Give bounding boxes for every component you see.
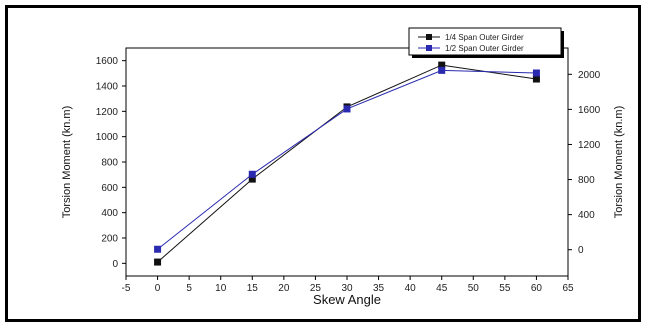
y-right-tick-label: 1600	[578, 105, 601, 116]
plot-area: -5 0 5 10 15 20 25 30 35 40 45 50 55 60 65 0 200 400 600 80…	[96, 47, 601, 294]
y-left-tick-label: 200	[101, 234, 118, 245]
y-axis-right-title: Torsion Moment (kn.m)	[613, 106, 625, 218]
data-point-series-2	[532, 69, 540, 77]
x-tick-label: 40	[405, 283, 417, 294]
y-left-tick-label: 1400	[96, 82, 119, 93]
figure-frame: -5 0 5 10 15 20 25 30 35 40 45 50 55 60 65 0 200 400 600 80…	[5, 5, 641, 322]
x-tick-label: 35	[373, 283, 385, 294]
y-left-tick-label: 800	[101, 158, 118, 169]
data-point-series-1	[248, 175, 256, 183]
y-left-tick-label: 1000	[96, 132, 119, 143]
x-tick-label: 5	[186, 283, 192, 294]
data-point-series-2	[438, 66, 446, 74]
series-line-1	[157, 64, 537, 263]
x-tick-label: 10	[215, 283, 227, 294]
legend-marker-series-2	[426, 45, 432, 51]
legend-shadow-bottom	[412, 55, 564, 58]
x-tick-label: 45	[436, 283, 448, 294]
x-tick-label: 20	[278, 283, 290, 294]
x-tick-label: 25	[310, 283, 322, 294]
x-tick-label: -5	[122, 283, 131, 294]
x-tick-label: 50	[468, 283, 480, 294]
data-point-series-1	[532, 75, 540, 83]
y-right-tick-label: 1200	[578, 140, 601, 151]
x-axis-title: Skew Angle	[313, 292, 381, 307]
y-right-tick-label: 800	[578, 175, 595, 186]
series-line-2	[157, 69, 537, 250]
torsion-chart: -5 0 5 10 15 20 25 30 35 40 45 50 55 60 65 0 200 400 600 80…	[61, 27, 625, 307]
x-tick-label: 60	[531, 283, 543, 294]
x-tick-label: 30	[341, 283, 353, 294]
x-tick-label: 65	[562, 283, 574, 294]
y-axis-left-title: Torsion Moment (kn.m)	[61, 106, 73, 218]
y-right-tick-label: 2000	[578, 70, 601, 81]
legend-marker-series-1	[426, 34, 432, 40]
plot-frame	[125, 47, 569, 277]
data-point-series-2	[248, 170, 256, 178]
legend-box	[408, 27, 562, 56]
data-point-series-1	[154, 258, 162, 266]
y-left-tick-label: 400	[101, 208, 118, 219]
legend-shadow	[561, 31, 564, 58]
x-tick-label: 15	[247, 283, 259, 294]
y-left-tick-label: 1200	[96, 107, 119, 118]
x-tick-label: 55	[499, 283, 511, 294]
data-point-series-2	[154, 245, 162, 253]
y-left-tick-label: 600	[101, 183, 118, 194]
x-tick-label: 0	[155, 283, 161, 294]
legend: 1/4 Span Outer Girder 1/2 Span Outer Gir…	[408, 27, 564, 58]
y-right-tick-label: 0	[578, 245, 584, 256]
y-left-tick-label: 1600	[96, 56, 119, 67]
y-right-tick-label: 400	[578, 210, 595, 221]
legend-label-series-1: 1/4 Span Outer Girder	[445, 33, 524, 42]
y-left-tick-label: 0	[112, 259, 118, 270]
data-point-series-2	[343, 105, 351, 113]
legend-label-series-2: 1/2 Span Outer Girder	[445, 44, 524, 53]
data-point-series-1	[438, 61, 446, 69]
